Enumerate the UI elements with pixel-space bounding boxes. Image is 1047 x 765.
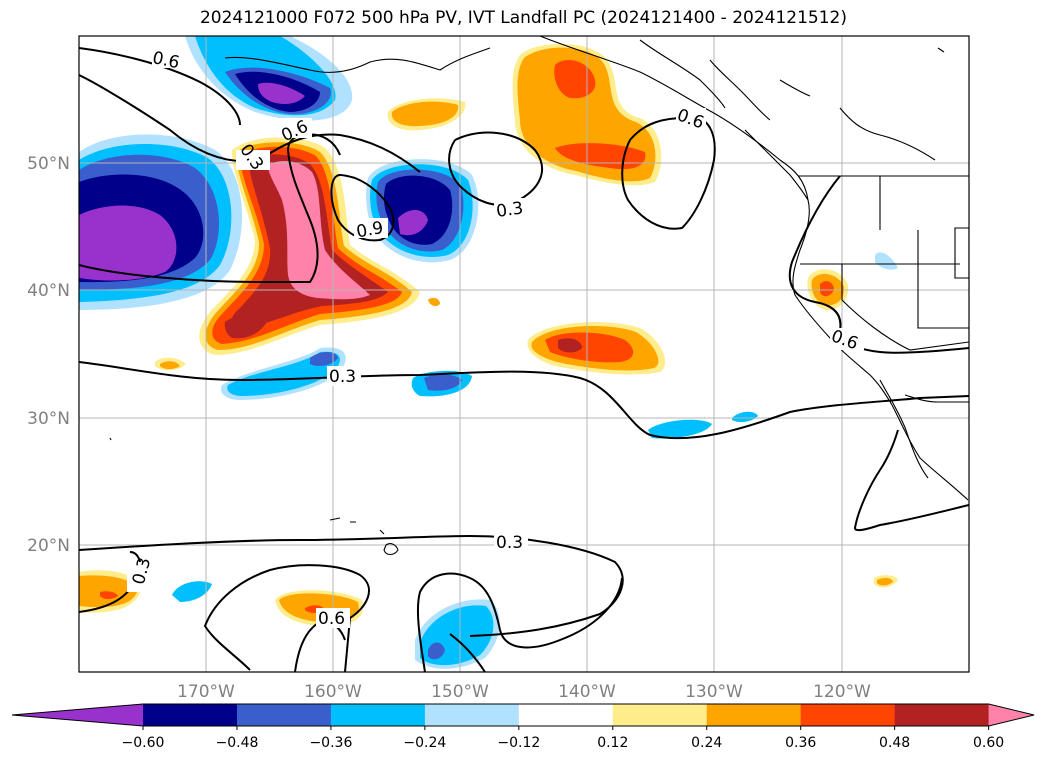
colorbar-bin [424,704,520,726]
lon-label-140w: 140°W [558,682,616,702]
coastlines [109,36,969,556]
colorbar-tick-label: −0.48 [216,735,259,751]
lon-label-150w: 150°W [431,682,489,702]
contour-label: 0.3 [495,198,525,222]
colorbar-tick-label: −0.36 [309,735,352,751]
colorbar-bin [143,704,238,726]
colorbar-tick-label: −0.12 [497,735,540,751]
colorbar-tick-label: 0.12 [597,735,628,751]
negative-anomaly-central [366,159,479,263]
contour-label: 0.9 [355,218,385,242]
map-layer: 0.6 0.3 0.9 0.3 0.6 0.3 0.3 0.6 0.3 0.6 … [79,36,969,672]
colorbar-tick-label: 0.24 [691,735,722,751]
colorbar-extend-low [12,704,143,726]
lon-label-170w: 170°W [177,682,235,702]
pv-shading [79,36,898,669]
negative-anomaly-north [185,36,353,121]
latitude-labels: 50°N 40°N 30°N 20°N [27,154,70,556]
colorbar-tick-label: 0.60 [973,735,1004,751]
colorbar: −0.60 −0.48 −0.36 −0.24 −0.12 0.12 0.24 0.36 0.4… [11,703,1035,751]
colorbar-tick-label: −0.24 [403,735,446,751]
colorbar-bin [706,704,802,726]
colorbar-bin [330,704,426,726]
contour-label: 0.6 [318,609,345,629]
negative-anomaly-patches [172,252,898,669]
lat-label-40n: 40°N [27,281,70,301]
colorbar-bin [894,704,990,726]
lon-label-130w: 130°W [685,682,743,702]
lat-label-30n: 30°N [27,409,70,429]
lon-label-160w: 160°W [304,682,362,702]
negative-anomaly-west [79,134,242,310]
colorbar-tick-label: 0.36 [785,735,816,751]
colorbar-extend-high [988,704,1034,726]
contour-label: 0.3 [329,367,356,387]
figure-title: 2024121000 F072 500 hPa PV, IVT Landfall… [199,8,847,28]
map-frame [78,35,970,673]
colorbar-bin [518,704,614,726]
lat-label-50n: 50°N [27,154,70,174]
colorbar-bin [800,704,896,726]
longitude-labels: 170°W 160°W 150°W 140°W 130°W 120°W [177,682,871,702]
positive-anomaly-central [527,322,666,375]
colorbar-tick-label: −0.60 [122,735,165,751]
colorbar-bin [612,704,708,726]
lat-label-20n: 20°N [27,536,70,556]
positive-anomaly-streamer [199,137,420,355]
colorbar-tick-label: 0.48 [879,735,910,751]
lon-label-120w: 120°W [813,682,871,702]
contour-label: 0.3 [496,533,523,553]
colorbar-bin [236,704,332,726]
